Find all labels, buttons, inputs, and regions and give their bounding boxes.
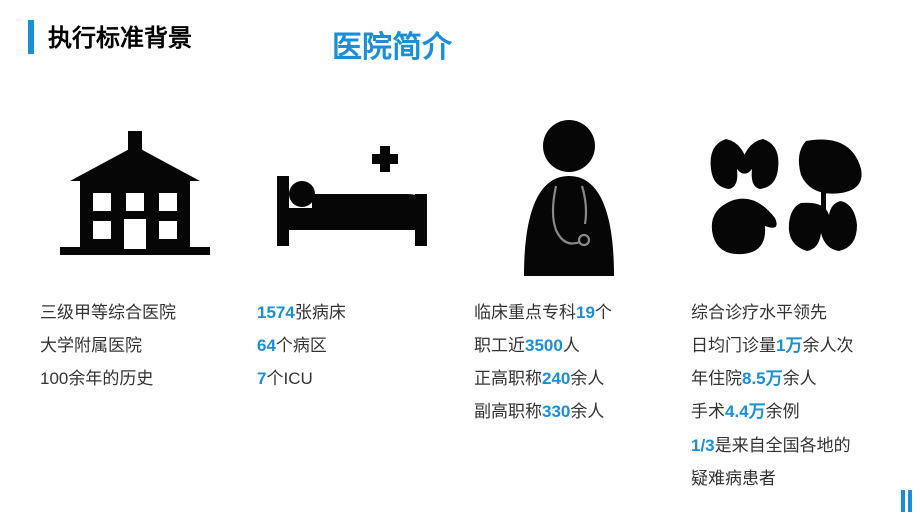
card-line: 1/3是来自全国各地的 [691, 429, 880, 462]
card-line: 职工近3500人 [474, 329, 663, 362]
plain-text: 余人次 [802, 336, 853, 355]
plain-text: 张病床 [295, 303, 346, 322]
plain-text: 临床重点专科 [474, 303, 576, 322]
card-line: 副高职称330余人 [474, 395, 663, 428]
card-line: 7个ICU [257, 362, 446, 395]
card-line: 64个病区 [257, 329, 446, 362]
card-line: 三级甲等综合医院 [40, 296, 229, 329]
plain-text: 正高职称 [474, 369, 542, 388]
section-title: 执行标准背景 [48, 18, 192, 53]
highlight-text: 240 [542, 369, 570, 388]
plain-text: 余人 [783, 369, 817, 388]
card-line: 疑难病患者 [691, 462, 880, 495]
highlight-text: 1/3 [691, 436, 715, 455]
plain-text: 三级甲等综合医院 [40, 303, 176, 322]
plain-text: 大学附属医院 [40, 336, 142, 355]
highlight-text: 8.5万 [742, 369, 783, 388]
card-lines: 临床重点专科19个职工近3500人正高职称240余人副高职称330余人 [474, 296, 663, 429]
plain-text: 年住院 [691, 369, 742, 388]
info-card: 临床重点专科19个职工近3500人正高职称240余人副高职称330余人 [474, 116, 663, 495]
card-line: 1574张病床 [257, 296, 446, 329]
title-accent-bar [28, 20, 34, 54]
plain-text: 综合诊疗水平领先 [691, 303, 827, 322]
card-line: 手术4.4万余例 [691, 395, 880, 428]
plain-text: 疑难病患者 [691, 469, 776, 488]
building-icon [40, 116, 229, 276]
card-lines: 三级甲等综合医院大学附属医院 100余年的历史 [40, 296, 229, 395]
plain-text: 个ICU [266, 369, 312, 388]
card-line: 100余年的历史 [40, 362, 229, 395]
organs-icon [691, 116, 880, 276]
card-line: 大学附属医院 [40, 329, 229, 362]
card-line: 年住院8.5万余人 [691, 362, 880, 395]
card-line: 综合诊疗水平领先 [691, 296, 880, 329]
subtitle: 医院简介 [332, 22, 452, 66]
plain-text: 是来自全国各地的 [715, 436, 851, 455]
plain-text: 日均门诊量 [691, 336, 776, 355]
plain-text: 余人 [570, 402, 604, 421]
info-card: 综合诊疗水平领先日均门诊量1万余人次年住院8.5万余人手术4.4万余例1/3是来… [691, 116, 880, 495]
plain-text: 余例 [766, 402, 800, 421]
card-line: 正高职称240余人 [474, 362, 663, 395]
plain-text: 个病区 [276, 336, 327, 355]
card-lines: 1574张病床64个病区7个ICU [257, 296, 446, 395]
plain-text: 职工近 [474, 336, 525, 355]
plain-text: 人 [563, 336, 580, 355]
highlight-text: 4.4万 [725, 402, 766, 421]
highlight-text: 330 [542, 402, 570, 421]
header: 执行标准背景 医院简介 [0, 0, 920, 66]
plain-text: 100余年的历史 [40, 369, 153, 388]
card-lines: 综合诊疗水平领先日均门诊量1万余人次年住院8.5万余人手术4.4万余例1/3是来… [691, 296, 880, 495]
highlight-text: 64 [257, 336, 276, 355]
plain-text: 个 [595, 303, 612, 322]
info-card: 三级甲等综合医院大学附属医院 100余年的历史 [40, 116, 229, 495]
plain-text: 副高职称 [474, 402, 542, 421]
card-line: 临床重点专科19个 [474, 296, 663, 329]
plain-text: 余人 [570, 369, 604, 388]
highlight-text: 1万 [776, 336, 802, 355]
highlight-text: 1574 [257, 303, 295, 322]
highlight-text: 19 [576, 303, 595, 322]
highlight-text: 3500 [525, 336, 563, 355]
doctor-icon [474, 116, 663, 276]
card-line: 日均门诊量1万余人次 [691, 329, 880, 362]
cards-row: 三级甲等综合医院大学附属医院100余年的历史 1574张病床64个病区7个ICU… [0, 66, 920, 495]
bed-icon [257, 116, 446, 276]
info-card: 1574张病床64个病区7个ICU [257, 116, 446, 495]
plain-text: 手术 [691, 402, 725, 421]
footer-accent-bars [901, 490, 912, 512]
